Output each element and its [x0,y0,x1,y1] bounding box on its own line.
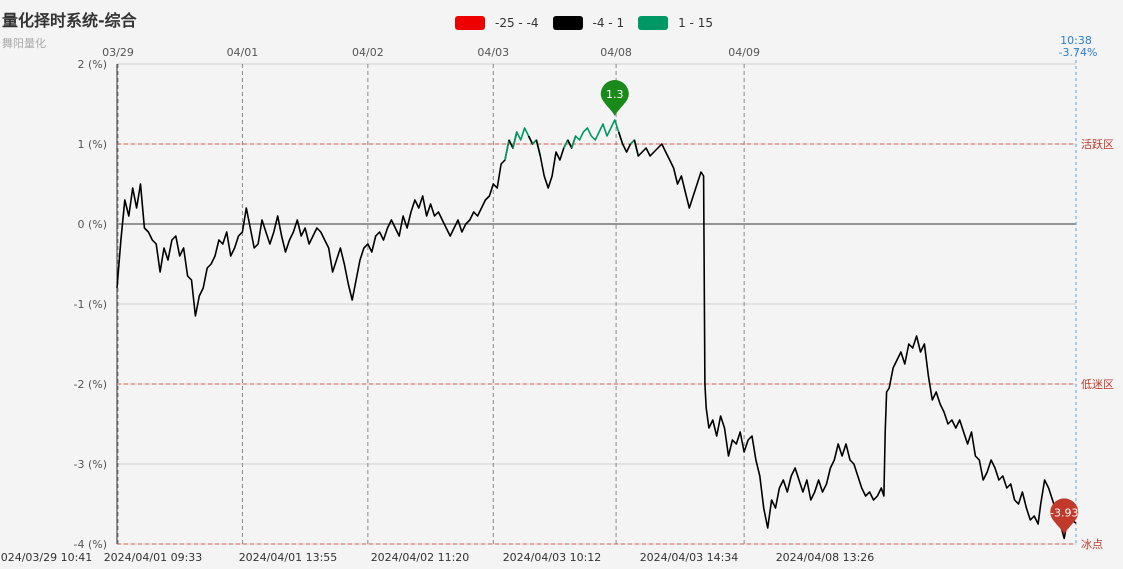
chart-title: 量化择时系统-综合 [2,11,137,30]
mark-line-label: 活跃区 [1081,137,1114,151]
y-tick-label: 1 (%) [77,138,107,151]
x-tick-label: 2024/04/01 13:55 [239,551,338,564]
top-date-label: 04/01 [227,46,259,59]
x-tick-label: 2024/04/03 14:34 [640,551,739,564]
x-tick-label: 2024/04/03 10:12 [503,551,602,564]
legend-label-high: 1 - 15 [678,16,713,30]
x-tick-label: 2024/04/08 13:26 [776,551,875,564]
series-line-segment [633,139,1077,540]
current-value-label: -3.74% [1059,46,1098,59]
legend: -25 - -4 -4 - 1 1 - 15 [455,16,727,30]
series-line-segment [535,139,569,189]
legend-swatch-red [455,16,485,30]
series-line-segment [570,119,624,149]
chart-subtitle: 舞阳量化 [2,37,46,50]
y-tick-label: -3 (%) [74,458,108,471]
series-line-segment [504,139,514,161]
current-time-label: 10:38 [1060,34,1092,47]
y-tick-label: -1 (%) [74,298,108,311]
top-date-label: 04/02 [352,46,384,59]
min-pin [1050,498,1079,535]
legend-swatch-green [638,16,669,30]
max-pin-label: 1.3 [606,88,624,101]
legend-item-high[interactable]: 1 - 15 [638,16,713,30]
legend-label-low: -25 - -4 [495,16,539,30]
legend-label-mid: -4 - 1 [592,16,625,30]
series-line-segment [527,135,537,145]
x-tick-label: 2024/03/29 10:41 [0,551,92,564]
y-tick-label: -2 (%) [74,378,108,391]
min-pin-label: -3.93 [1050,506,1078,519]
mark-line-label: 冰点 [1081,538,1103,551]
y-tick-label: 0 (%) [77,218,107,231]
x-tick-label: 2024/04/02 11:20 [371,551,470,564]
x-tick-label: 2024/04/01 09:33 [104,551,203,564]
top-date-label: 03/29 [102,46,134,59]
mark-line-label: 低迷区 [1081,378,1114,391]
top-date-label: 04/08 [600,46,632,59]
legend-swatch-black [552,16,583,30]
top-date-label: 04/03 [477,46,509,59]
y-tick-label: -4 (%) [74,538,108,551]
max-pin [600,80,629,116]
legend-item-low[interactable]: -25 - -4 [455,16,539,30]
y-tick-label: 2 (%) [77,58,107,71]
series-line-segment [116,139,510,317]
legend-item-mid[interactable]: -4 - 1 [552,16,625,30]
top-date-label: 04/09 [728,46,760,59]
